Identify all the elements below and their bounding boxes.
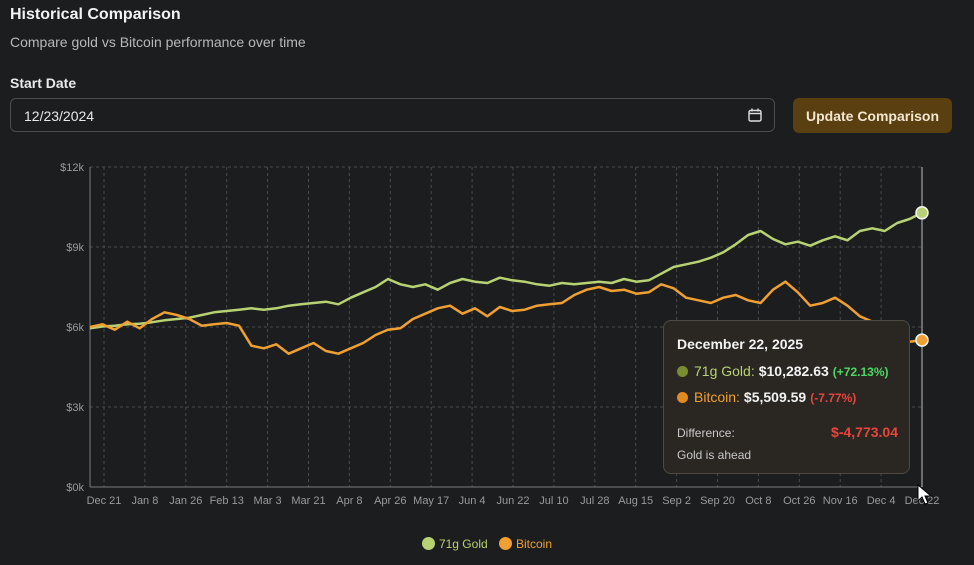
tooltip-date: December 22, 2025 <box>677 336 804 352</box>
legend-gold-dot-icon <box>421 537 435 550</box>
start-date-value[interactable]: 12/23/2024 <box>24 108 95 124</box>
legend-item-gold[interactable]: 71g Gold <box>421 537 488 551</box>
tooltip-btc-row: Bitcoin: $5,509.59 (-7.77%) <box>677 389 856 405</box>
tooltip-diff-value: $-4,773.04 <box>831 424 898 440</box>
x-tick-label: Apr 26 <box>374 495 406 507</box>
calendar-icon[interactable] <box>748 108 762 122</box>
tooltip-gold-row: 71g Gold: $10,282.63 (+72.13%) <box>677 363 889 379</box>
start-date-input[interactable]: 12/23/2024 <box>10 98 775 132</box>
x-tick-label: Dec 21 <box>87 495 122 507</box>
tooltip-note: Gold is ahead <box>677 448 752 462</box>
y-tick-label: $3k <box>66 402 84 414</box>
x-tick-label: Jan 8 <box>131 495 158 507</box>
gold-dot-icon <box>677 366 688 377</box>
tooltip-btc-change: (-7.77%) <box>810 391 857 405</box>
y-tick-label: $6k <box>66 322 84 334</box>
x-tick-label: Dec 4 <box>867 495 896 507</box>
x-tick-label: Jun 22 <box>496 495 529 507</box>
x-tick-label: Jul 10 <box>539 495 568 507</box>
x-tick-label: May 17 <box>413 495 449 507</box>
tooltip-gold-label: 71g Gold: <box>694 363 755 379</box>
tooltip-diff-label: Difference: <box>677 426 735 440</box>
update-comparison-button[interactable]: Update Comparison <box>793 98 952 133</box>
legend-item-bitcoin[interactable]: Bitcoin <box>499 537 552 551</box>
x-tick-label: Mar 3 <box>254 495 282 507</box>
chart-tooltip: December 22, 2025 71g Gold: $10,282.63 (+7… <box>663 320 910 474</box>
bitcoin-series-line <box>89 280 923 355</box>
gold-hover-point <box>915 206 929 220</box>
x-tick-label: Aug 15 <box>618 495 653 507</box>
legend-bitcoin-label: Bitcoin <box>516 537 553 551</box>
gold-series-line <box>89 211 923 330</box>
start-date-label: Start Date <box>10 75 77 91</box>
x-tick-label: Jan 26 <box>169 495 202 507</box>
tooltip-gold-value: $10,282.63 <box>758 363 829 379</box>
mouse-cursor-icon <box>917 484 933 505</box>
y-tick-label: $9k <box>66 242 84 254</box>
bitcoin-hover-point <box>915 333 929 347</box>
y-tick-label: $0k <box>66 482 84 494</box>
x-tick-label: Nov 16 <box>823 495 858 507</box>
x-tick-label: Mar 21 <box>291 495 325 507</box>
x-tick-label: Jun 4 <box>459 495 486 507</box>
x-tick-label: Sep 20 <box>700 495 735 507</box>
tooltip-btc-label: Bitcoin: <box>694 389 740 405</box>
x-tick-label: Jul 28 <box>580 495 609 507</box>
legend-gold-label: 71g Gold <box>438 537 488 551</box>
legend-bitcoin-dot-icon <box>499 537 512 550</box>
y-tick-label: $12k <box>60 162 84 174</box>
page-title: Historical Comparison <box>10 6 181 23</box>
x-tick-label: Feb 13 <box>210 495 244 507</box>
x-tick-label: Oct 26 <box>783 495 815 507</box>
x-tick-label: Apr 8 <box>336 495 362 507</box>
x-tick-label: Sep 2 <box>662 495 691 507</box>
bitcoin-dot-icon <box>677 392 688 403</box>
x-tick-label: Dec 22 <box>905 495 940 507</box>
page-subtitle: Compare gold vs Bitcoin performance over… <box>10 34 306 50</box>
tooltip-gold-change: (+72.13%) <box>832 365 889 379</box>
chart-legend: 71g Gold Bitcoin <box>0 537 974 551</box>
tooltip-btc-value: $5,509.59 <box>743 389 807 405</box>
x-tick-label: Oct 8 <box>745 495 771 507</box>
